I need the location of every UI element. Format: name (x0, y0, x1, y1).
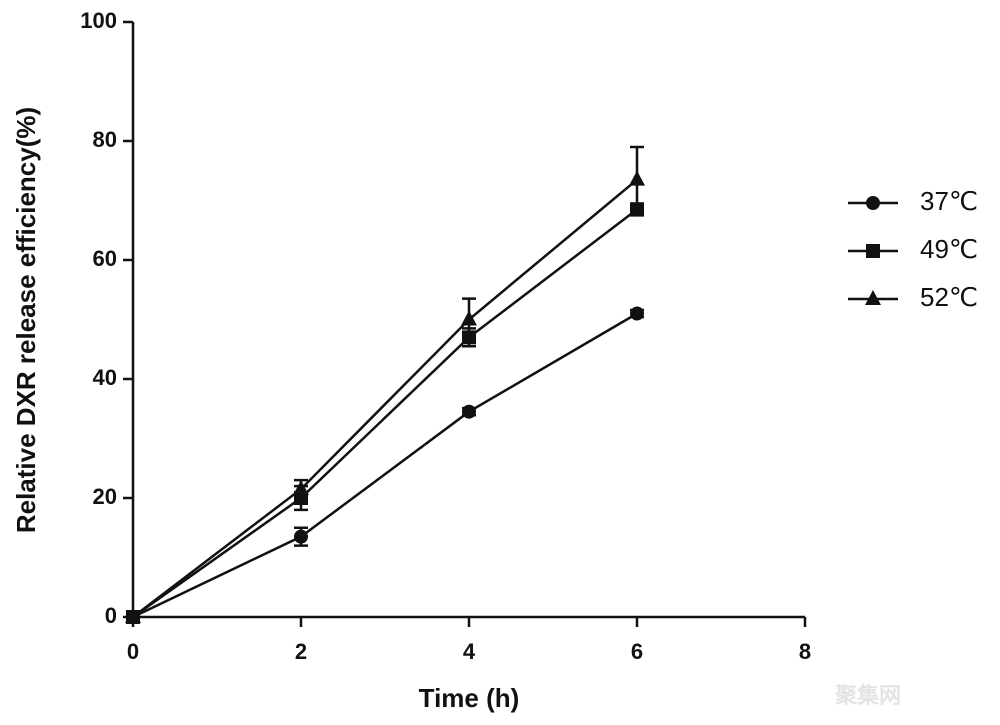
x-tick-label: 0 (127, 639, 139, 664)
y-tick-label: 80 (93, 127, 117, 152)
x-tick-label: 4 (463, 639, 476, 664)
series-line (132, 312, 638, 619)
y-tick-label: 0 (105, 603, 117, 628)
marker (125, 608, 141, 623)
y-tick-label: 20 (93, 484, 117, 509)
x-tick-label: 8 (799, 639, 811, 664)
marker (293, 480, 309, 496)
x-tick-label: 6 (631, 639, 643, 664)
marker (630, 306, 644, 321)
y-tick-label: 60 (93, 246, 117, 271)
marker (629, 170, 645, 186)
legend-text: 52℃ (920, 282, 978, 312)
x-axis-label: Time (h) (419, 683, 520, 713)
marker (866, 196, 880, 210)
series-line (132, 178, 638, 618)
marker (461, 310, 477, 326)
marker (462, 404, 476, 419)
marker (866, 244, 880, 258)
y-tick-label: 100 (80, 8, 117, 33)
series-line (132, 208, 638, 619)
y-tick-label: 40 (93, 365, 117, 390)
y-axis-label: Relative DXR release efficiency(%) (11, 107, 41, 533)
x-tick-label: 2 (295, 639, 307, 664)
watermark: 聚集网 (834, 683, 901, 708)
marker (865, 290, 881, 305)
legend-text: 37℃ (920, 186, 978, 216)
marker (294, 529, 308, 544)
legend-text: 49℃ (920, 234, 978, 264)
